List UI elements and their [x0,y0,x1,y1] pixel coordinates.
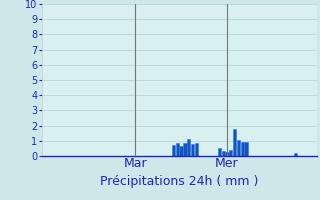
Bar [233,129,236,156]
Bar [183,143,187,156]
Bar [218,148,221,156]
Bar [294,153,297,156]
Bar [241,142,244,156]
Bar [221,151,225,156]
Bar [180,146,183,156]
Bar [225,152,228,156]
X-axis label: Précipitations 24h ( mm ): Précipitations 24h ( mm ) [100,175,258,188]
Bar [195,143,198,156]
Bar [176,143,179,156]
Bar [244,142,248,156]
Bar [191,144,194,156]
Bar [172,145,175,156]
Bar [187,139,190,156]
Bar [229,150,232,156]
Bar [237,140,240,156]
